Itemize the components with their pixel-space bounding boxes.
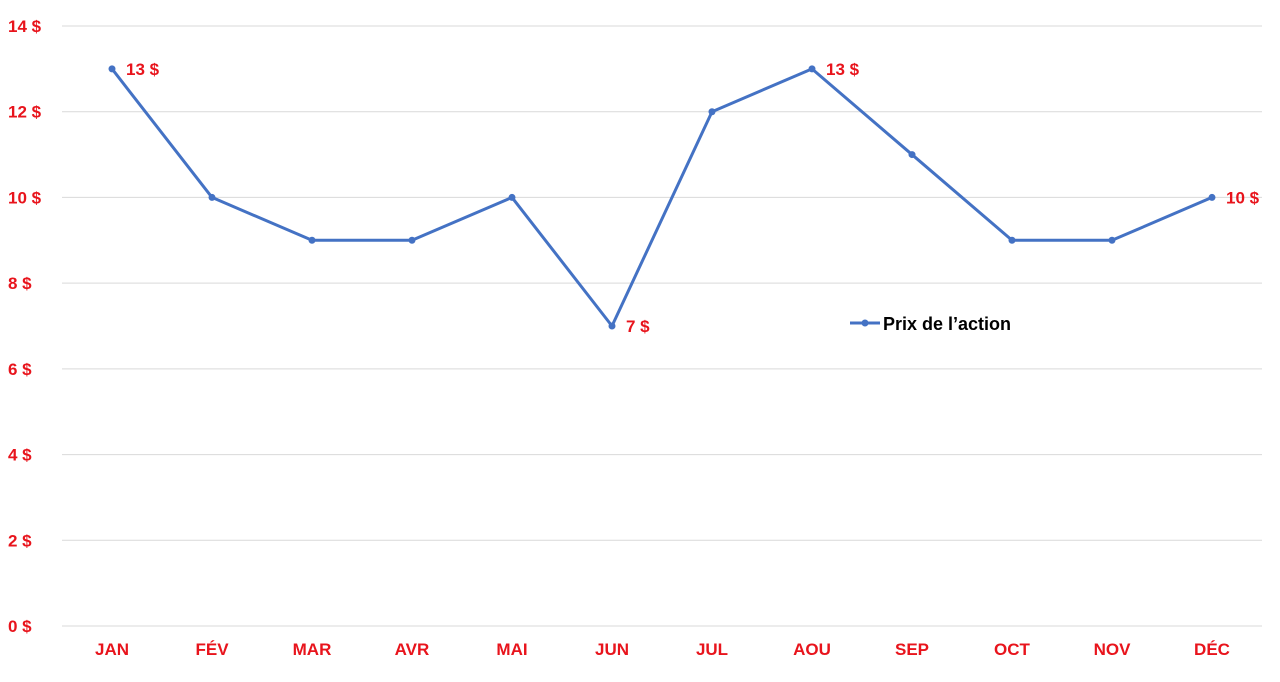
data-label: 10 $ [1226,188,1260,207]
x-tick-label: NOV [1094,640,1132,659]
y-tick-label: 4 $ [8,446,32,465]
x-axis-ticks: JAN FÉV MAR AVR MAI JUN JUL AOU SEP OCT NOV DÉC [95,640,1230,659]
y-tick-label: 14 $ [8,17,42,36]
y-tick-label: 10 $ [8,188,42,207]
data-point [708,108,716,116]
x-tick-label: MAR [293,640,332,659]
x-tick-label: AVR [395,640,430,659]
data-point [308,236,316,244]
data-point [408,236,416,244]
y-tick-label: 6 $ [8,360,32,379]
data-point [808,65,816,73]
data-point [908,151,916,159]
x-tick-label: DÉC [1194,640,1230,659]
series-prix [108,65,1216,330]
y-tick-label: 0 $ [8,617,32,636]
data-point [608,322,616,330]
y-tick-label: 2 $ [8,531,32,550]
data-labels: 13 $ 7 $ 13 $ 10 $ [126,60,1260,336]
data-label: 13 $ [126,60,160,79]
legend: Prix de l’action [850,314,1011,334]
y-axis-ticks: 0 $ 2 $ 4 $ 6 $ 8 $ 10 $ 12 $ 14 $ [8,17,42,636]
x-tick-label: MAI [496,640,527,659]
series-line [110,67,1213,328]
legend-label: Prix de l’action [883,314,1011,334]
x-tick-label: JUN [595,640,629,659]
data-point [1008,236,1016,244]
x-tick-label: AOU [793,640,831,659]
x-tick-label: SEP [895,640,929,659]
data-label: 13 $ [826,60,860,79]
x-tick-label: OCT [994,640,1031,659]
y-tick-label: 8 $ [8,274,32,293]
x-tick-label: JAN [95,640,129,659]
data-point [108,65,116,73]
data-point [1208,193,1216,201]
data-label: 7 $ [626,317,650,336]
x-tick-label: JUL [696,640,728,659]
data-point [1108,236,1116,244]
data-point [508,193,516,201]
y-tick-label: 12 $ [8,103,42,122]
legend-dot-marker [861,319,869,327]
x-tick-label: FÉV [195,640,229,659]
gridlines [62,25,1262,627]
data-point [208,193,216,201]
